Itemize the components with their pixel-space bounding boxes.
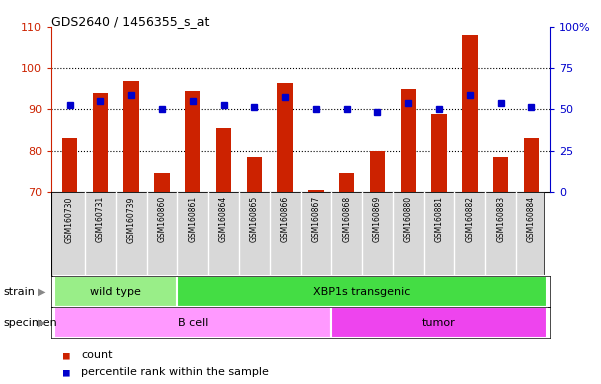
Text: GSM160866: GSM160866 <box>281 196 290 242</box>
Bar <box>523 138 539 192</box>
Bar <box>278 83 293 192</box>
Text: GSM160731: GSM160731 <box>96 196 105 242</box>
Text: XBP1s transgenic: XBP1s transgenic <box>313 287 410 297</box>
Bar <box>432 114 447 192</box>
Text: GSM160882: GSM160882 <box>465 196 474 242</box>
Text: GSM160868: GSM160868 <box>342 196 351 242</box>
Bar <box>216 128 231 192</box>
Text: GSM160880: GSM160880 <box>404 196 413 242</box>
Bar <box>339 174 355 192</box>
Bar <box>462 35 478 192</box>
Text: strain: strain <box>3 287 35 297</box>
Text: GSM160861: GSM160861 <box>188 196 197 242</box>
Text: percentile rank within the sample: percentile rank within the sample <box>81 367 269 377</box>
Bar <box>246 157 262 192</box>
Bar <box>493 157 508 192</box>
Text: GSM160867: GSM160867 <box>311 196 320 242</box>
Bar <box>331 307 547 338</box>
Bar <box>185 91 200 192</box>
Text: GSM160864: GSM160864 <box>219 196 228 242</box>
Bar <box>93 93 108 192</box>
Text: GSM160730: GSM160730 <box>65 196 74 243</box>
Text: B cell: B cell <box>177 318 208 328</box>
Bar <box>177 276 547 307</box>
Text: count: count <box>81 350 112 360</box>
Text: GDS2640 / 1456355_s_at: GDS2640 / 1456355_s_at <box>51 15 210 28</box>
Text: GSM160884: GSM160884 <box>527 196 536 242</box>
Text: GSM160869: GSM160869 <box>373 196 382 242</box>
Bar <box>54 307 331 338</box>
Text: ■: ■ <box>63 367 70 377</box>
Text: GSM160883: GSM160883 <box>496 196 505 242</box>
Text: GSM160739: GSM160739 <box>127 196 136 243</box>
Text: tumor: tumor <box>422 318 456 328</box>
Text: specimen: specimen <box>3 318 56 328</box>
Text: GSM160860: GSM160860 <box>157 196 166 242</box>
Text: GSM160881: GSM160881 <box>435 196 444 242</box>
Bar <box>401 89 416 192</box>
Bar <box>54 276 177 307</box>
Text: ■: ■ <box>63 350 70 360</box>
Text: ▶: ▶ <box>38 318 45 328</box>
Text: wild type: wild type <box>90 287 141 297</box>
Bar <box>308 190 323 192</box>
Text: GSM160865: GSM160865 <box>250 196 259 242</box>
Bar <box>154 174 169 192</box>
Bar <box>123 81 139 192</box>
Bar <box>62 138 78 192</box>
Bar <box>370 151 385 192</box>
Text: ▶: ▶ <box>38 287 45 297</box>
